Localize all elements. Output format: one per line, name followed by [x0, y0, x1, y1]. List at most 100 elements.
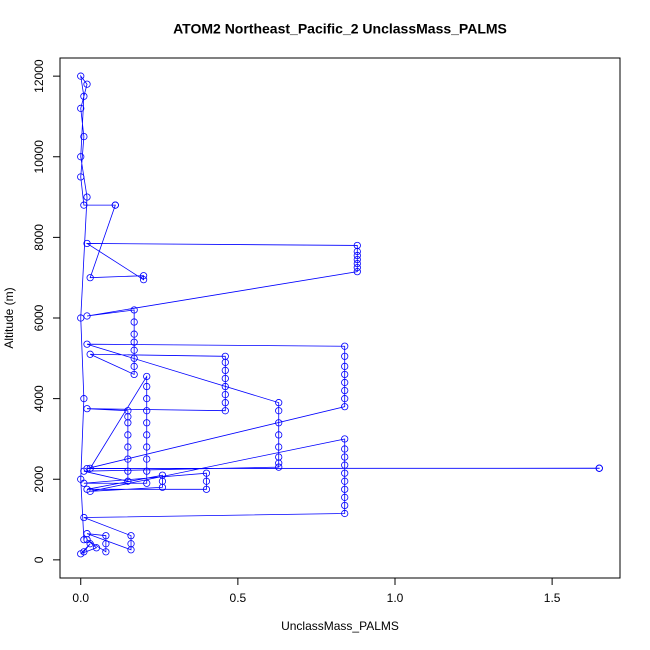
data-point	[143, 395, 151, 403]
data-point	[595, 464, 603, 472]
data-point	[124, 407, 132, 415]
data-point	[143, 372, 151, 381]
data-point	[124, 431, 132, 439]
data-point	[353, 251, 361, 260]
data-point	[341, 370, 349, 379]
data-point	[111, 201, 119, 209]
data-point	[341, 477, 349, 485]
data-point	[130, 362, 138, 370]
data-point	[341, 493, 349, 501]
data-point	[130, 370, 138, 379]
y-tick-label: 2000	[32, 466, 46, 493]
data-point	[221, 366, 229, 375]
data-point	[221, 399, 229, 407]
data-point	[102, 540, 110, 548]
data-point	[127, 540, 135, 548]
data-point	[275, 399, 283, 407]
data-point	[83, 193, 91, 201]
data-point	[353, 268, 361, 276]
data-point	[127, 532, 135, 540]
data-point	[341, 435, 349, 443]
data-point	[102, 532, 110, 540]
data-point	[143, 479, 151, 487]
data-point	[341, 509, 349, 518]
y-tick-label: 4000	[32, 385, 46, 412]
data-point	[143, 407, 151, 415]
data-point	[80, 92, 88, 100]
data-point	[130, 330, 138, 338]
y-tick-label: 10000	[32, 140, 46, 174]
y-tick-label: 6000	[32, 304, 46, 331]
data-point	[202, 477, 211, 485]
data-point	[202, 469, 211, 477]
x-tick-label: 1.5	[544, 591, 561, 605]
data-point	[353, 255, 361, 264]
y-tick-label: 0	[32, 556, 46, 563]
x-tick-label: 0.5	[230, 591, 247, 605]
data-point	[341, 342, 349, 350]
data-point	[86, 274, 94, 282]
data-point	[80, 201, 88, 209]
data-point	[341, 485, 349, 493]
data-point	[124, 477, 132, 485]
data-point	[139, 276, 148, 284]
data-point	[221, 374, 229, 383]
data-point	[83, 530, 91, 538]
data-point	[77, 153, 85, 161]
data-point	[341, 403, 349, 411]
data-point	[83, 405, 91, 413]
data-point	[83, 485, 91, 493]
data-point	[221, 382, 229, 391]
data-point	[221, 407, 229, 415]
data-point	[143, 443, 151, 451]
data-point	[130, 306, 138, 314]
data-point	[130, 354, 138, 362]
data-point	[143, 467, 151, 475]
y-axis-label: Altitude (m)	[2, 287, 16, 348]
data-point	[275, 443, 283, 451]
data-point	[139, 272, 148, 280]
data-point	[353, 264, 361, 272]
data-point	[341, 469, 349, 477]
x-axis-label: UnclassMass_PALMS	[281, 619, 399, 633]
data-point	[130, 338, 138, 346]
data-point	[80, 467, 88, 475]
data-point	[124, 443, 132, 451]
data-point	[275, 431, 283, 439]
data-point	[102, 548, 110, 556]
data-point	[353, 259, 361, 268]
data-point	[130, 318, 138, 326]
data-point	[341, 378, 349, 387]
data-point	[341, 461, 349, 469]
data-point	[341, 501, 349, 510]
data-point	[341, 352, 349, 360]
data-point	[275, 419, 283, 427]
data-point	[124, 467, 132, 475]
data-point	[77, 475, 85, 483]
x-tick-label: 1.0	[387, 591, 404, 605]
data-point	[77, 72, 85, 80]
data-point	[80, 133, 88, 141]
data-point	[86, 350, 94, 358]
data-point	[341, 362, 349, 370]
data-point	[341, 445, 349, 453]
data-point	[143, 431, 151, 439]
data-point	[341, 453, 349, 461]
data-point	[221, 390, 229, 399]
data-point	[202, 485, 211, 493]
data-point	[86, 464, 94, 472]
data-point	[130, 346, 138, 354]
y-tick-label: 12000	[32, 59, 46, 93]
data-point	[341, 395, 349, 403]
data-point	[275, 407, 283, 415]
data-point	[83, 239, 91, 248]
data-point	[275, 459, 283, 467]
data-point	[275, 463, 283, 471]
data-point	[143, 455, 151, 463]
data-point	[341, 386, 349, 395]
data-point	[83, 312, 91, 320]
data-point	[124, 455, 132, 463]
data-point	[221, 352, 229, 360]
